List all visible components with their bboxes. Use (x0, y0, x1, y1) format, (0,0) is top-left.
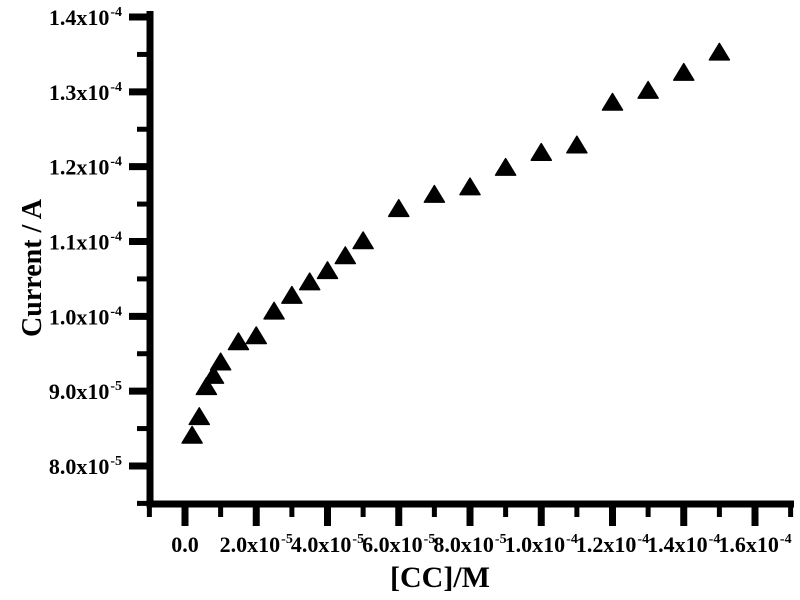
data-point-triangle (708, 42, 731, 61)
x-tick-label: 1.6x10-4 (718, 532, 791, 557)
x-tick-label: 1.2x10-4 (576, 532, 649, 557)
data-point-triangle (566, 135, 588, 154)
data-point-triangle (188, 407, 210, 426)
y-tick-label: 1.4x10-4 (49, 5, 122, 30)
x-tick-label: 1.4x10-4 (647, 532, 720, 557)
data-points (181, 42, 731, 444)
y-tick-label: 1.2x10-4 (49, 155, 122, 180)
y-tick-label: 1.1x10-4 (49, 229, 122, 254)
data-point-triangle (494, 157, 517, 176)
x-tick-label: 8.0x10-5 (433, 532, 506, 557)
data-point-triangle (352, 231, 374, 250)
x-tick-label: 1.0x10-4 (505, 532, 578, 557)
y-tick-label: 9.0x10-5 (49, 379, 122, 404)
data-point-triangle (195, 377, 218, 396)
x-axis-title: [CC]/M (390, 561, 490, 594)
x-tick-label: 2.0x10-5 (220, 532, 293, 557)
data-point-triangle (245, 326, 267, 345)
data-point-triangle (209, 352, 232, 371)
data-point-triangle (316, 261, 339, 280)
y-tick-label: 8.0x10-5 (49, 454, 122, 479)
data-point-triangle (298, 272, 321, 291)
data-point-triangle (388, 199, 410, 218)
data-point-triangle (202, 365, 225, 384)
data-point-triangle (281, 285, 303, 304)
data-point-triangle (459, 177, 481, 196)
y-axis-title: Current / A (17, 198, 48, 337)
data-point-triangle (601, 92, 624, 111)
data-point-triangle (673, 62, 695, 81)
tick-labels: 0.0 2.0x10-54.0x10-56.0x10-58.0x10-51.0x1… (49, 5, 792, 557)
axis-ticks (129, 13, 794, 526)
data-point-triangle (637, 80, 659, 99)
data-point-triangle (423, 184, 446, 203)
y-tick-label: 1.0x10-4 (49, 304, 122, 329)
x-tick-label: 4.0x10-5 (291, 532, 364, 557)
data-point-triangle (334, 246, 357, 265)
data-point-triangle (263, 301, 285, 320)
data-point-triangle (181, 425, 203, 444)
data-point-triangle (227, 332, 250, 351)
data-point-triangle (530, 142, 552, 161)
y-tick-label: 1.3x10-4 (49, 80, 122, 105)
axis-lines (146, 11, 794, 508)
x-tick-label: 0.0 (171, 532, 199, 557)
x-tick-label: 6.0x10-5 (362, 532, 435, 557)
